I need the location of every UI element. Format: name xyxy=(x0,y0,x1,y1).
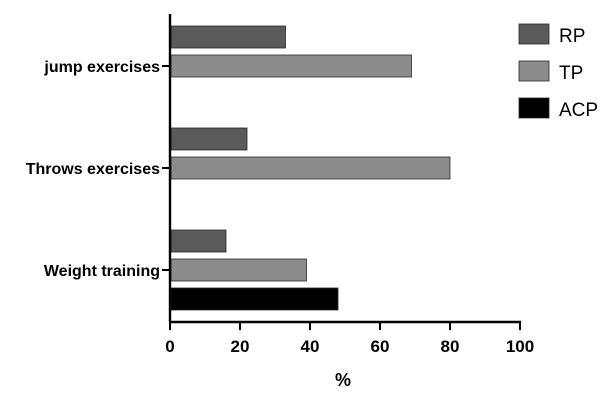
x-tick-label-0: 0 xyxy=(165,337,174,356)
category-label-throws-exercises: Throws exercises xyxy=(26,161,160,178)
legend-label-rp: RP xyxy=(559,26,585,47)
category-label-jump-exercises: jump exercises xyxy=(43,59,160,76)
legend-swatch-acp xyxy=(518,97,550,119)
bar-tp-weight-training xyxy=(170,258,307,282)
legend: RP TP ACP xyxy=(518,23,598,121)
legend-label-tp: TP xyxy=(559,63,583,84)
bars-layer xyxy=(170,25,451,311)
bar-tp-jump-exercises xyxy=(170,54,412,78)
x-tick-label-40: 40 xyxy=(301,337,320,356)
x-tick-label-80: 80 xyxy=(441,337,460,356)
bar-acp-weight-training xyxy=(170,287,339,311)
axes-layer xyxy=(162,14,521,330)
labels-layer: 0 20 40 60 80 100 jump exercises Throws exercis… xyxy=(26,59,534,390)
legend-label-acp: ACP xyxy=(559,100,598,121)
x-tick-label-100: 100 xyxy=(506,337,534,356)
bar-tp-throws-exercises xyxy=(170,156,451,180)
legend-swatch-rp xyxy=(518,23,550,45)
bar-rp-jump-exercises xyxy=(170,25,286,49)
x-axis-title: % xyxy=(335,370,351,389)
bar-rp-weight-training xyxy=(170,229,227,253)
category-label-weight-training: Weight training xyxy=(44,263,160,280)
x-tick-label-60: 60 xyxy=(371,337,390,356)
legend-swatch-tp xyxy=(518,60,550,82)
x-tick-label-20: 20 xyxy=(231,337,250,356)
bar-rp-throws-exercises xyxy=(170,127,248,151)
